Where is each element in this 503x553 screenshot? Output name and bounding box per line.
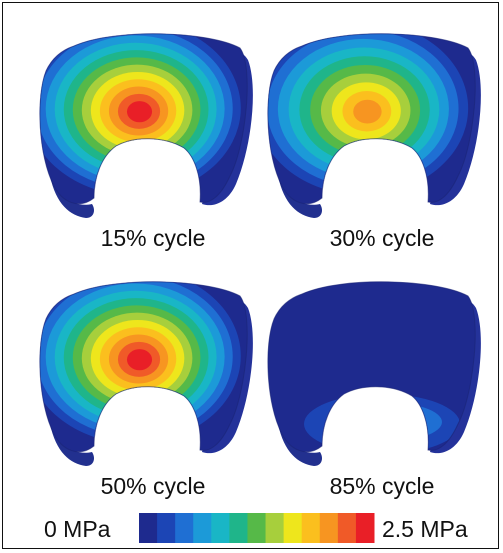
contour-level-12 [126, 101, 153, 123]
contour-level-12 [126, 349, 153, 371]
caption-85-cycle: 85% cycle [330, 473, 435, 499]
panels-layer [39, 33, 481, 466]
meniscus-anterior-tab [278, 176, 322, 218]
pressure-contours [304, 394, 460, 452]
caption-30-cycle: 30% cycle [330, 225, 435, 251]
panel-1 [39, 33, 253, 218]
contour-level-3 [360, 413, 404, 427]
contour-level-2 [326, 402, 442, 442]
legend-swatch-3 [193, 513, 212, 543]
legend-swatch-5 [229, 513, 248, 543]
meniscus-anterior-tab [50, 176, 94, 218]
meniscus-outline [39, 281, 248, 453]
meniscus-outline [267, 33, 476, 205]
meniscus-outline [267, 281, 476, 453]
legend-swatch-0 [139, 513, 158, 543]
panel-4 [267, 281, 481, 466]
legend-min-label: 0 MPa [44, 516, 111, 542]
contour-level-10 [353, 99, 382, 124]
color-scale-legend: 0 MPa 2.5 MPa [44, 513, 468, 543]
pressure-contours [39, 33, 241, 196]
legend-swatch-4 [211, 513, 230, 543]
legend-color-bar [139, 513, 375, 543]
pressure-contours [39, 281, 241, 444]
meniscus-anterior-tab [50, 424, 94, 466]
panel-2 [267, 33, 481, 218]
legend-swatch-7 [265, 513, 285, 543]
legend-swatch-10 [319, 513, 339, 543]
meniscus-outline [39, 33, 248, 205]
meniscus-anterior-tab [278, 424, 322, 466]
caption-50-cycle: 50% cycle [101, 473, 206, 499]
panel-3 [39, 281, 253, 466]
legend-swatch-6 [247, 513, 267, 543]
pressure-contours [267, 33, 469, 195]
legend-swatch-11 [337, 513, 357, 543]
legend-swatch-9 [301, 513, 321, 543]
caption-15-cycle: 15% cycle [101, 225, 206, 251]
legend-swatch-1 [157, 513, 176, 543]
legend-swatch-2 [175, 513, 194, 543]
legend-max-label: 2.5 MPa [382, 516, 468, 542]
legend-swatch-8 [283, 513, 303, 543]
legend-swatch-12 [355, 513, 375, 543]
